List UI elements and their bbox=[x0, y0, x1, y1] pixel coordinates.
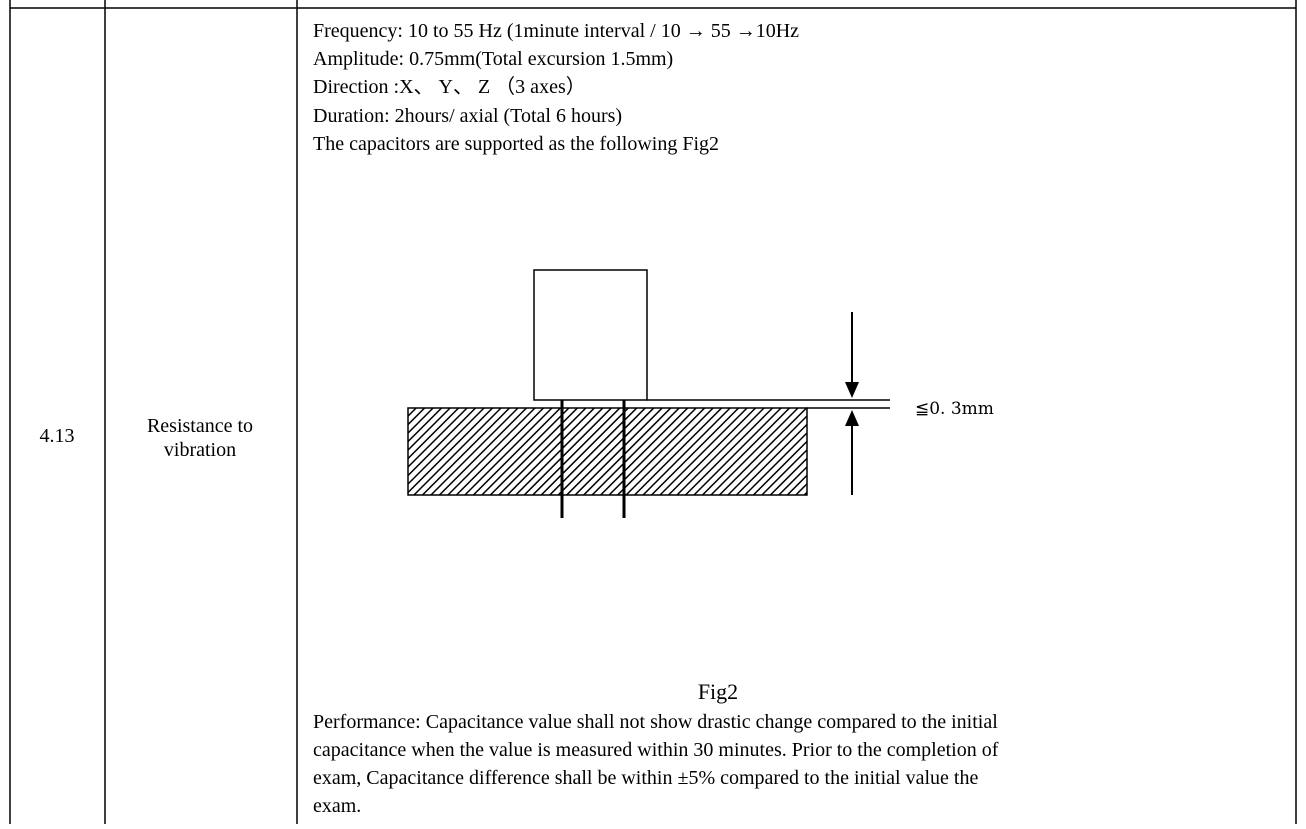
performance-line: Performance: Capacitance value shall not… bbox=[313, 711, 998, 733]
condition-line: Direction :X、 Y、 Z （3 axes） bbox=[313, 75, 586, 98]
item-name: vibration bbox=[164, 439, 236, 461]
performance-line: capacitance when the value is measured w… bbox=[313, 739, 999, 761]
row-number: 4.13 bbox=[40, 425, 75, 447]
conditions: Frequency: 10 to 55 Hz (1minute interval… bbox=[313, 20, 799, 155]
performance-line: exam. bbox=[313, 795, 361, 817]
condition-line: Amplitude: 0.75mm(Total excursion 1.5mm) bbox=[313, 48, 673, 70]
figure bbox=[407, 269, 890, 518]
capacitor-body bbox=[533, 269, 648, 401]
figure-caption: Fig2 bbox=[698, 679, 738, 704]
table-borders bbox=[9, 0, 1297, 824]
condition-line: The capacitors are supported as the foll… bbox=[313, 133, 719, 155]
arrow-head bbox=[845, 382, 859, 398]
performance-line: exam, Capacitance difference shall be wi… bbox=[313, 767, 978, 789]
arrow-head bbox=[845, 410, 859, 426]
condition-line: Frequency: 10 to 55 Hz (1minute interval… bbox=[313, 20, 799, 42]
item-name: Resistance to bbox=[147, 415, 253, 437]
support-base bbox=[407, 407, 808, 496]
condition-line: Duration: 2hours/ axial (Total 6 hours) bbox=[313, 105, 622, 127]
performance: Performance: Capacitance value shall not… bbox=[313, 711, 999, 817]
dimension-label: ≦0. 3mm bbox=[915, 399, 994, 419]
